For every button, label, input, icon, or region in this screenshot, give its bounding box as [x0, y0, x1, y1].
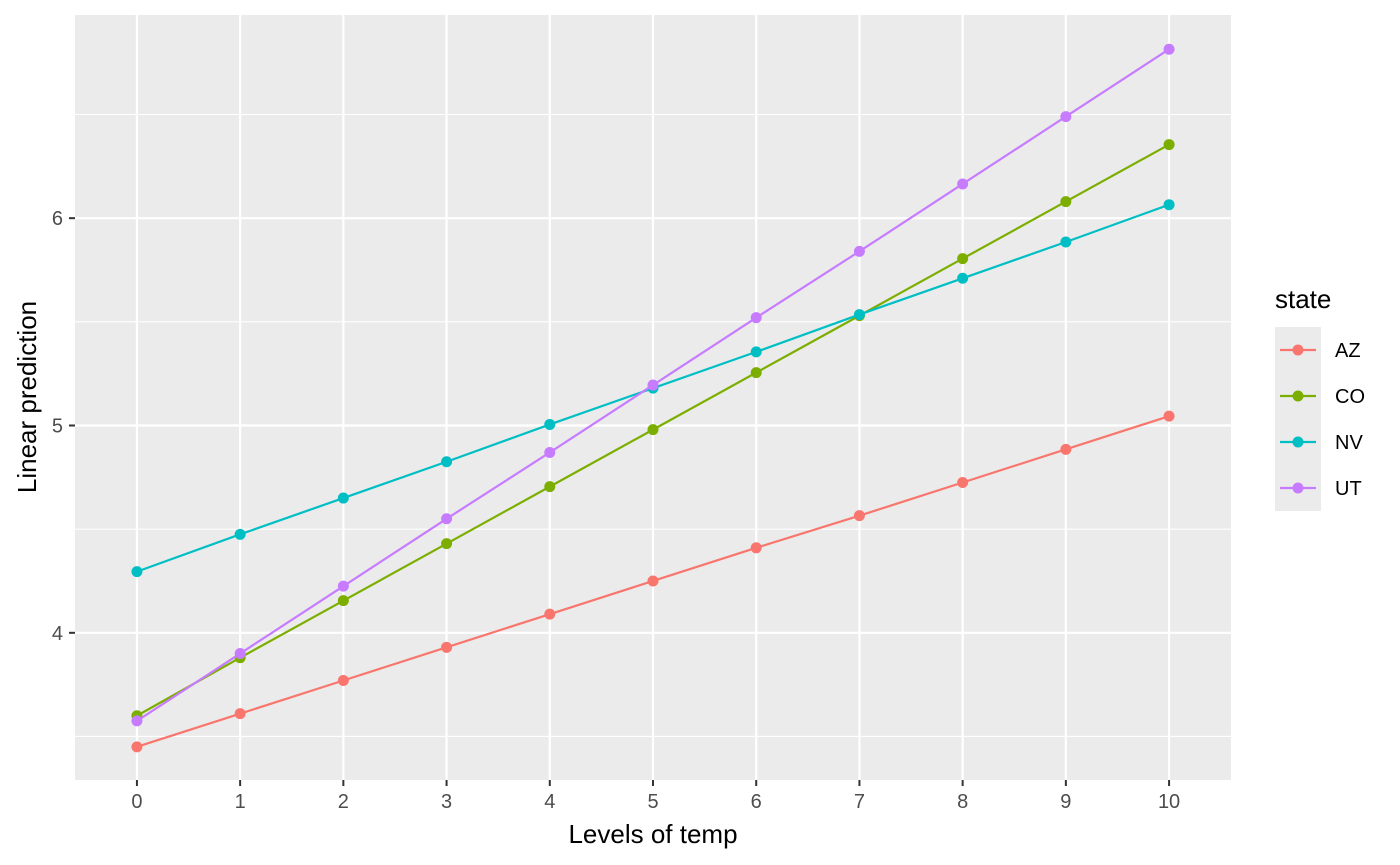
x-tick-label-4: 4 — [544, 791, 555, 813]
data-point-ut-9 — [1060, 111, 1072, 123]
data-point-az-10 — [1163, 410, 1175, 422]
data-point-ut-3 — [441, 513, 453, 525]
data-point-nv-3 — [441, 456, 453, 468]
data-point-co-6 — [750, 367, 762, 379]
data-point-co-9 — [1060, 196, 1072, 208]
legend-label-nv: NV — [1335, 432, 1363, 454]
legend-label-az: AZ — [1335, 340, 1361, 362]
data-point-nv-4 — [544, 418, 556, 430]
x-tick-label-10: 10 — [1158, 791, 1180, 813]
data-point-az-3 — [441, 641, 453, 653]
data-point-az-1 — [234, 708, 246, 720]
x-tick-label-6: 6 — [751, 791, 762, 813]
legend-key-point-ut — [1292, 482, 1304, 494]
data-point-az-9 — [1060, 443, 1072, 455]
data-point-ut-10 — [1163, 43, 1175, 55]
legend: state AZ CO NV UT — [1275, 284, 1365, 511]
data-point-nv-1 — [234, 528, 246, 540]
data-point-az-6 — [750, 542, 762, 554]
y-tick-label-0: 4 — [52, 623, 63, 645]
data-point-az-0 — [131, 741, 143, 753]
legend-key-point-nv — [1292, 436, 1304, 448]
y-tick-label-2: 6 — [52, 208, 63, 230]
data-point-co-8 — [957, 253, 969, 265]
legend-title: state — [1275, 284, 1331, 314]
data-point-az-8 — [957, 477, 969, 488]
data-point-ut-0 — [131, 715, 143, 727]
x-axis-title: Levels of temp — [568, 819, 737, 849]
data-point-nv-10 — [1163, 199, 1175, 211]
legend-key-background — [1275, 327, 1321, 511]
x-tick-label-5: 5 — [647, 791, 658, 813]
y-axis: 4 5 6 — [52, 208, 75, 645]
x-tick-label-0: 0 — [131, 791, 142, 813]
x-tick-label-2: 2 — [338, 791, 349, 813]
data-point-nv-9 — [1060, 236, 1072, 248]
data-point-ut-8 — [957, 178, 969, 190]
x-tick-label-1: 1 — [235, 791, 246, 813]
legend-label-ut: UT — [1335, 478, 1362, 500]
data-point-ut-4 — [544, 446, 556, 458]
data-point-az-5 — [647, 575, 659, 587]
data-point-ut-5 — [647, 379, 659, 391]
data-point-az-2 — [337, 674, 349, 686]
data-point-nv-8 — [957, 272, 969, 284]
data-point-ut-1 — [234, 648, 246, 660]
data-point-ut-6 — [750, 312, 762, 324]
data-point-co-10 — [1163, 139, 1175, 151]
y-tick-label-1: 5 — [52, 415, 63, 437]
x-tick-label-9: 9 — [1060, 791, 1071, 813]
legend-key-point-co — [1292, 390, 1304, 402]
legend-label-co: CO — [1335, 386, 1365, 408]
x-axis: 0 1 2 3 4 5 6 7 8 9 10 — [131, 780, 1180, 813]
data-point-co-3 — [441, 538, 453, 550]
series-layer — [131, 43, 1175, 753]
data-point-az-4 — [544, 608, 556, 620]
data-point-ut-2 — [337, 580, 349, 592]
y-axis-title: Linear prediction — [12, 301, 42, 493]
data-point-nv-0 — [131, 566, 143, 578]
data-point-co-2 — [337, 595, 349, 607]
data-point-ut-7 — [853, 245, 865, 257]
x-tick-label-8: 8 — [957, 791, 968, 813]
data-point-az-7 — [853, 510, 865, 522]
data-point-nv-7 — [853, 309, 865, 321]
data-point-nv-2 — [337, 492, 349, 504]
data-point-co-4 — [544, 481, 556, 493]
x-tick-label-7: 7 — [854, 791, 865, 813]
data-point-co-5 — [647, 424, 659, 436]
legend-key-point-az — [1292, 344, 1304, 356]
x-tick-label-3: 3 — [441, 791, 452, 813]
data-point-nv-6 — [750, 346, 762, 358]
